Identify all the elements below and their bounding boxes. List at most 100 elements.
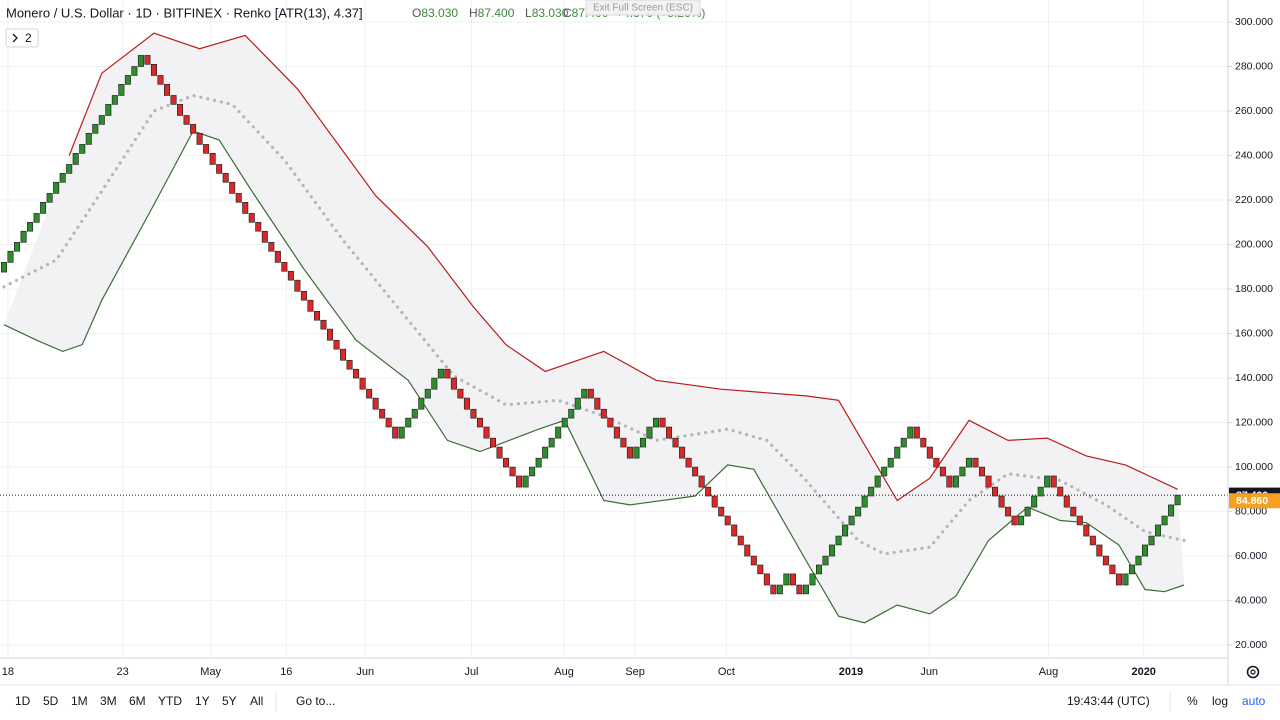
legend-toggle[interactable] <box>5 28 39 48</box>
up-brick <box>1018 515 1025 526</box>
down-brick <box>457 388 464 399</box>
up-brick <box>542 446 549 459</box>
grid <box>0 0 1228 658</box>
timeframe-button[interactable]: 3M <box>100 694 117 708</box>
x-tick-label: 16 <box>280 666 292 678</box>
goto-button[interactable]: Go to... <box>296 694 335 708</box>
x-tick-label: 2020 <box>1131 666 1155 678</box>
x-tick-label: May <box>200 666 221 678</box>
down-brick <box>757 564 764 575</box>
up-brick <box>33 213 40 223</box>
up-brick <box>548 437 555 448</box>
down-brick <box>144 55 151 65</box>
down-brick <box>972 457 979 468</box>
x-tick-label: Aug <box>554 666 574 678</box>
down-brick <box>274 250 281 263</box>
up-brick <box>783 573 790 586</box>
down-brick <box>503 457 510 468</box>
down-brick <box>346 359 353 370</box>
down-brick <box>379 408 386 419</box>
ohlc-value: 83.030 <box>532 6 569 20</box>
up-brick <box>92 124 99 134</box>
down-brick <box>353 368 360 379</box>
band-line <box>3 130 1185 624</box>
down-brick <box>620 437 627 448</box>
down-brick <box>476 417 483 428</box>
up-brick <box>822 555 829 566</box>
ohlc-key: L <box>525 6 532 20</box>
up-brick <box>861 495 868 508</box>
up-brick <box>561 417 568 428</box>
ohlc-key: O <box>412 6 421 20</box>
up-brick <box>874 475 881 488</box>
up-brick <box>815 564 822 575</box>
ma-price-badge <box>1229 493 1280 509</box>
down-brick <box>1089 535 1096 546</box>
scale-button[interactable]: log <box>1212 694 1228 708</box>
down-brick <box>294 279 301 292</box>
down-brick <box>750 555 757 566</box>
up-brick <box>1031 495 1038 508</box>
timeframe-button[interactable]: All <box>250 694 263 708</box>
up-brick <box>131 66 138 76</box>
up-brick <box>535 457 542 468</box>
down-brick <box>1011 515 1018 526</box>
timeframe-button[interactable]: 1D <box>15 694 31 708</box>
x-tick-label: 18 <box>2 666 14 678</box>
timeframe-button[interactable]: 5Y <box>222 694 237 708</box>
up-brick <box>646 426 653 439</box>
down-brick <box>1109 564 1116 575</box>
ma-price-badge-label: 84.860 <box>1236 495 1268 507</box>
down-brick <box>666 426 673 439</box>
x-tick-label: Sep <box>625 666 645 678</box>
ohlc-item: O83.030 <box>412 6 458 20</box>
up-brick <box>1024 506 1031 517</box>
down-brick <box>463 397 470 410</box>
y-tick-label: 200.000 <box>1235 238 1273 250</box>
up-brick <box>20 230 27 243</box>
ohlc-key: C <box>563 6 572 20</box>
timeframe-button[interactable]: 6M <box>129 694 146 708</box>
up-brick <box>424 388 431 399</box>
ohlc-value: 83.030 <box>421 6 458 20</box>
down-brick <box>333 339 340 350</box>
up-brick <box>900 437 907 448</box>
y-tick-label: 100.000 <box>1235 461 1273 473</box>
down-brick <box>229 181 236 194</box>
settings-icon[interactable] <box>1246 665 1260 679</box>
up-brick <box>952 475 959 488</box>
chart-title: Monero / U.S. Dollar · 1D · BITFINEX · R… <box>6 5 363 20</box>
timeframe-button[interactable]: 5D <box>43 694 59 708</box>
up-brick <box>437 368 444 379</box>
up-brick <box>72 153 79 165</box>
y-tick-label: 180.000 <box>1235 283 1273 295</box>
y-tick-label: 160.000 <box>1235 327 1273 339</box>
up-brick <box>418 397 425 410</box>
timeframe-button[interactable]: 1M <box>71 694 88 708</box>
up-brick <box>1174 494 1181 506</box>
up-brick <box>118 84 125 96</box>
scale-button[interactable]: auto <box>1242 694 1266 708</box>
up-brick <box>431 377 438 390</box>
down-brick <box>600 408 607 419</box>
up-brick <box>1135 555 1142 566</box>
up-brick <box>802 584 809 595</box>
down-brick <box>287 270 294 281</box>
down-brick <box>261 230 268 243</box>
down-brick <box>470 408 477 419</box>
up-brick <box>829 544 836 557</box>
tooltip: Exit Full Screen (ESC) <box>593 3 693 14</box>
down-brick <box>1083 524 1090 537</box>
up-brick <box>568 408 575 419</box>
y-tick-label: 80.000 <box>1235 505 1267 517</box>
down-brick <box>920 437 927 448</box>
down-brick <box>1057 486 1064 497</box>
timeframe-button[interactable]: 1Y <box>195 694 210 708</box>
timeframe-button[interactable]: YTD <box>158 694 182 708</box>
scale-button[interactable]: % <box>1187 694 1198 708</box>
up-brick <box>868 486 875 497</box>
down-brick <box>326 328 333 341</box>
up-brick <box>529 466 536 477</box>
down-brick <box>1096 544 1103 557</box>
